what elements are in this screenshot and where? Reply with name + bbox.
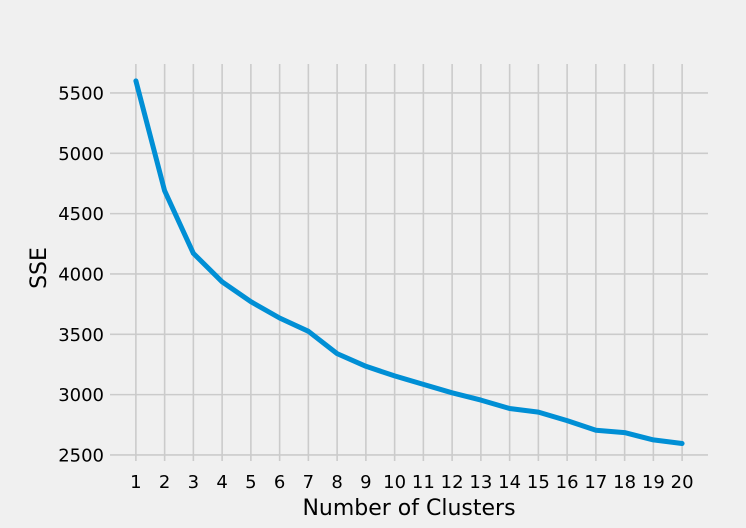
x-tick-label: 18 [613,472,636,493]
x-tick-label: 9 [360,472,371,493]
y-tick-label: 5500 [58,83,104,104]
x-axis-title: Number of Clusters [302,496,515,521]
x-tick-label: 3 [188,472,199,493]
x-tick-label: 13 [469,472,492,493]
y-tick-label: 2500 [58,445,104,466]
x-tick-label: 15 [527,472,550,493]
x-tick-label: 1 [130,472,141,493]
x-tick-label: 8 [331,472,342,493]
x-tick-label: 12 [441,472,464,493]
y-tick-label: 3500 [58,325,104,346]
y-tick-label: 4000 [58,264,104,285]
x-tick-label: 20 [671,472,694,493]
y-axis-title: SSE [27,247,52,289]
x-tick-label: 10 [383,472,406,493]
y-tick-label: 4500 [58,204,104,225]
x-tick-label: 17 [584,472,607,493]
x-tick-label: 4 [216,472,227,493]
y-gridlines [110,92,708,456]
x-tick-label: 7 [303,472,314,493]
series-group [133,78,685,446]
sse-line [133,78,685,446]
x-gridlines [135,64,683,461]
x-tick-label: 14 [498,472,521,493]
x-tick-labels: 1 2 3 4 5 6 7 8 9 10 11 12 13 14 15 16 17 18 19 20 [130,472,693,493]
x-tick-label: 11 [412,472,435,493]
x-tick-label: 19 [642,472,665,493]
x-tick-label: 2 [159,472,170,493]
y-tick-label: 5000 [58,144,104,165]
y-tick-labels: 2500 3000 3500 4000 4500 5000 5500 [58,83,104,466]
x-tick-label: 16 [556,472,579,493]
y-tick-label: 3000 [58,385,104,406]
x-tick-label: 6 [274,472,285,493]
x-tick-label: 5 [245,472,256,493]
